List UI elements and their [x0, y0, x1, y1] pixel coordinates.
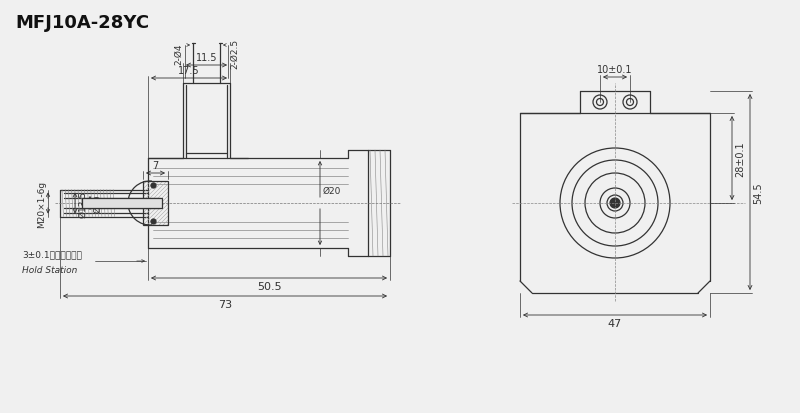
Text: Ø13.5: Ø13.5: [78, 190, 87, 217]
Text: 10±0.1: 10±0.1: [598, 65, 633, 75]
Text: MFJ10A-28YC: MFJ10A-28YC: [15, 14, 149, 32]
Text: Ø20: Ø20: [323, 187, 342, 195]
Text: M20×1-6g: M20×1-6g: [37, 180, 46, 227]
Text: 47: 47: [608, 318, 622, 328]
Text: 17.5: 17.5: [178, 66, 200, 76]
Text: 28±0.1: 28±0.1: [735, 141, 745, 176]
Text: 2-Ø4: 2-Ø4: [174, 43, 183, 64]
Text: 50.5: 50.5: [257, 281, 282, 291]
Text: 7: 7: [152, 161, 158, 171]
Text: 11.5: 11.5: [196, 53, 218, 63]
Text: 3±0.1（吸合位置）: 3±0.1（吸合位置）: [22, 249, 82, 259]
Text: 2-Ø2.5: 2-Ø2.5: [230, 39, 239, 69]
Bar: [82, 199, 162, 209]
Text: Hold Station: Hold Station: [22, 266, 78, 274]
Text: 73: 73: [218, 299, 232, 309]
Text: Ø10: Ø10: [93, 194, 102, 213]
Text: 54.5: 54.5: [753, 182, 763, 203]
Circle shape: [610, 199, 620, 209]
